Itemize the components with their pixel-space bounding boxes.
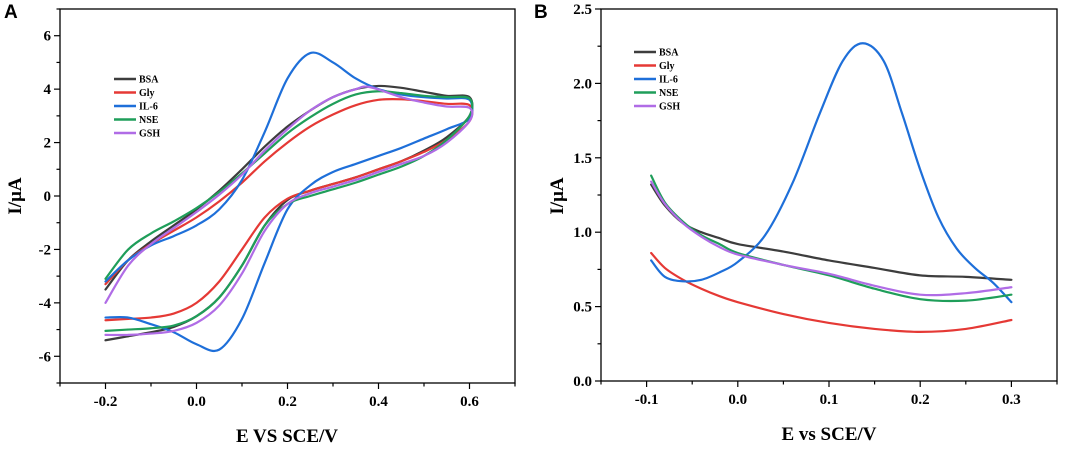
a-series-line-bsa <box>104 84 474 342</box>
b-legend-label-gsh: GSH <box>659 102 680 113</box>
a-x-tick-label: 0.4 <box>369 394 388 410</box>
b-legend-label-bsa: BSA <box>659 48 679 59</box>
b-y-tick-label: 2.0 <box>573 76 592 92</box>
b-series-line-gsh <box>650 180 1013 297</box>
b-y-tick-label: 0.0 <box>573 374 592 390</box>
b-series-line-gly <box>650 251 1013 333</box>
panel-b-ticks: -0.1 0.0 0.1 0.2 0.3 0.0 0.5 1.0 1.5 2.0 2.5 <box>573 2 1058 408</box>
a-legend-label-il-6: IL-6 <box>139 102 158 113</box>
a-y-tick-label: 6 <box>44 29 52 45</box>
b-x-tick-label: -0.1 <box>635 392 659 408</box>
a-legend-label-gsh: GSH <box>139 129 160 140</box>
panel-b-label: B <box>534 2 548 23</box>
b-x-tick-label: 0.1 <box>820 392 839 408</box>
b-y-tick-label: 1.5 <box>573 151 592 167</box>
b-y-tick-label: 0.5 <box>573 300 592 316</box>
panel-a-y-axis-title: I/μA <box>5 177 26 214</box>
a-y-tick-label: 4 <box>44 82 52 98</box>
a-legend-label-gly: Gly <box>139 88 155 99</box>
a-x-tick-label: 0.6 <box>460 394 479 410</box>
panel-a-series <box>104 51 474 353</box>
b-series-line-il-6 <box>650 42 1013 304</box>
b-y-tick-label: 2.5 <box>573 2 592 18</box>
panel-b-series <box>650 42 1013 333</box>
panel-a-ticks: -0.2 0.0 0.2 0.4 0.6 -6 -4 -2 0 2 4 6 <box>39 8 516 410</box>
a-x-tick-label: 0.0 <box>187 394 206 410</box>
panel-a-legend: BSA Gly IL-6 NSE GSH <box>114 75 160 140</box>
b-legend-label-nse: NSE <box>659 88 679 99</box>
a-x-tick-label: 0.2 <box>278 394 297 410</box>
a-series-line-nse <box>104 90 474 333</box>
panel-b-x-axis-title: E vs SCE/V <box>781 424 876 445</box>
panel-b-legend: BSA Gly IL-6 NSE GSH <box>634 48 680 113</box>
a-legend-label-nse: NSE <box>139 115 159 126</box>
a-y-tick-label: 0 <box>44 189 52 205</box>
b-x-tick-label: 0.2 <box>911 392 930 408</box>
panel-b: B -0.1 0.0 0.1 0.2 0.3 0.0 0.5 1.0 1.5 2.0 2.5 E v… <box>534 2 1058 445</box>
panel-a-x-axis-title: E VS SCE/V <box>236 426 338 447</box>
a-y-tick-label: 2 <box>44 136 52 152</box>
panel-a-label: A <box>4 2 18 23</box>
a-y-tick-label: -2 <box>39 242 52 258</box>
a-legend-label-bsa: BSA <box>139 75 159 86</box>
b-y-tick-label: 1.0 <box>573 225 592 241</box>
a-y-tick-label: -4 <box>39 296 52 312</box>
b-series-line-bsa <box>650 183 1013 281</box>
panel-a-plot-frame <box>59 8 516 384</box>
panel-b-y-axis-title: I/μA <box>547 177 568 214</box>
b-x-tick-label: 0.3 <box>1002 392 1021 408</box>
b-legend-label-il-6: IL-6 <box>659 75 678 86</box>
a-x-tick-label: -0.2 <box>94 394 118 410</box>
b-legend-label-gly: Gly <box>659 61 675 72</box>
b-x-tick-label: 0.0 <box>728 392 747 408</box>
a-series-line-gsh <box>104 85 474 337</box>
a-y-tick-label: -6 <box>39 349 52 365</box>
